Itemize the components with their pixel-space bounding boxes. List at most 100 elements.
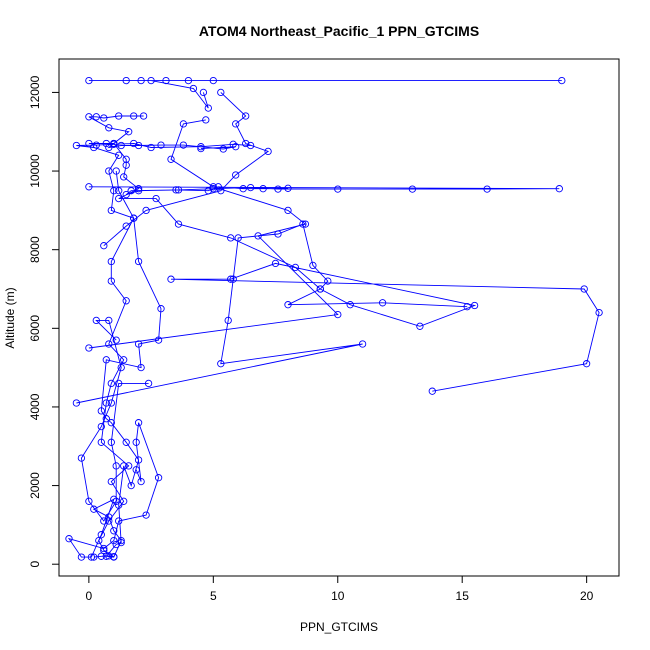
- data-point: [147, 143, 155, 152]
- y-tick-label: 4000: [28, 393, 42, 420]
- data-point: [229, 275, 237, 283]
- data-point: [117, 141, 125, 150]
- y-axis: 0 2000 4000 6000 8000 10000 12000 Altitude (m): [3, 75, 60, 568]
- y-tick-label: 0: [28, 561, 42, 568]
- data-point: [595, 308, 603, 317]
- series-line: [88, 143, 236, 150]
- data-point: [77, 553, 86, 561]
- y-ticks: 0 2000 4000 6000 8000 10000 12000: [28, 75, 60, 568]
- data-point: [154, 474, 163, 482]
- data-point: [142, 206, 150, 215]
- x-tick-label: 20: [580, 589, 594, 603]
- data-point: [246, 183, 255, 192]
- data-point: [97, 531, 105, 539]
- data-point: [134, 141, 143, 150]
- data-point: [97, 407, 105, 415]
- data-point: [214, 183, 222, 191]
- data-point: [284, 184, 292, 192]
- data-point: [209, 76, 217, 85]
- data-point: [299, 220, 307, 228]
- data-point: [122, 76, 130, 85]
- data-point: [152, 194, 160, 203]
- data-point: [92, 141, 100, 149]
- data-point: [107, 399, 115, 407]
- data-point: [102, 139, 110, 148]
- data-point: [72, 399, 81, 407]
- data-point: [92, 113, 100, 121]
- data-point: [102, 356, 110, 364]
- series-4: [85, 76, 566, 112]
- data-point: [102, 415, 110, 423]
- data-point: [72, 141, 81, 150]
- data-point: [555, 185, 563, 193]
- data-point: [378, 299, 387, 307]
- y-tick-label: 2000: [28, 472, 42, 499]
- data-point: [428, 387, 436, 395]
- data-point: [117, 536, 125, 545]
- data-point: [174, 220, 183, 228]
- data-point: [110, 139, 118, 148]
- series-10: [65, 167, 165, 561]
- data-point: [122, 297, 130, 305]
- data-point: [137, 363, 145, 372]
- data-point: [184, 76, 193, 85]
- data-point: [100, 546, 108, 555]
- data-point: [217, 360, 225, 368]
- series-line: [80, 319, 149, 522]
- data-point: [470, 301, 479, 310]
- data-point: [107, 419, 115, 427]
- data-point: [242, 139, 250, 148]
- data-point: [134, 340, 143, 348]
- data-point: [582, 360, 591, 368]
- data-point: [100, 544, 108, 553]
- data-point: [358, 340, 367, 348]
- data-point: [122, 155, 130, 163]
- x-axis-label: PPN_GTCIMS: [300, 620, 378, 634]
- data-point: [112, 462, 120, 470]
- data-point: [162, 76, 170, 85]
- data-point: [107, 477, 115, 486]
- data-point: [204, 104, 212, 112]
- data-point: [172, 186, 180, 194]
- data-point: [157, 305, 165, 313]
- data-point: [115, 151, 123, 159]
- data-point: [259, 185, 267, 193]
- data-point: [408, 185, 417, 193]
- series-9: [72, 220, 471, 407]
- series-7: [85, 116, 342, 352]
- series-line: [76, 223, 468, 404]
- data-point: [122, 438, 130, 446]
- data-point: [324, 277, 332, 285]
- data-point: [107, 438, 115, 446]
- data-point: [87, 553, 96, 561]
- data-point: [202, 116, 210, 124]
- data-point: [558, 76, 566, 85]
- data-point: [117, 363, 125, 372]
- x-tick-label: 10: [331, 589, 345, 603]
- data-point: [115, 194, 123, 203]
- data-point: [97, 438, 105, 446]
- data-point: [112, 167, 120, 175]
- data-point: [416, 322, 424, 330]
- data-point: [105, 143, 113, 152]
- data-point: [102, 552, 110, 560]
- data-point: [110, 536, 118, 545]
- data-point: [132, 438, 140, 446]
- data-point: [167, 155, 175, 163]
- chart-title: ATOM4 Northeast_Pacific_1 PPN_GTCIMS: [199, 23, 479, 39]
- data-point: [234, 234, 242, 242]
- data-point: [264, 147, 272, 156]
- data-point: [346, 301, 354, 309]
- data-point: [134, 419, 143, 427]
- data-point: [246, 141, 255, 150]
- data-point: [105, 340, 113, 348]
- data-point: [90, 143, 98, 152]
- data-point: [179, 141, 188, 149]
- series-layer: [65, 76, 603, 561]
- data-point: [167, 275, 175, 283]
- data-point: [274, 185, 282, 193]
- data-point: [147, 76, 155, 85]
- data-point: [132, 466, 140, 474]
- y-tick-label: 12000: [28, 75, 42, 109]
- data-point: [107, 277, 115, 285]
